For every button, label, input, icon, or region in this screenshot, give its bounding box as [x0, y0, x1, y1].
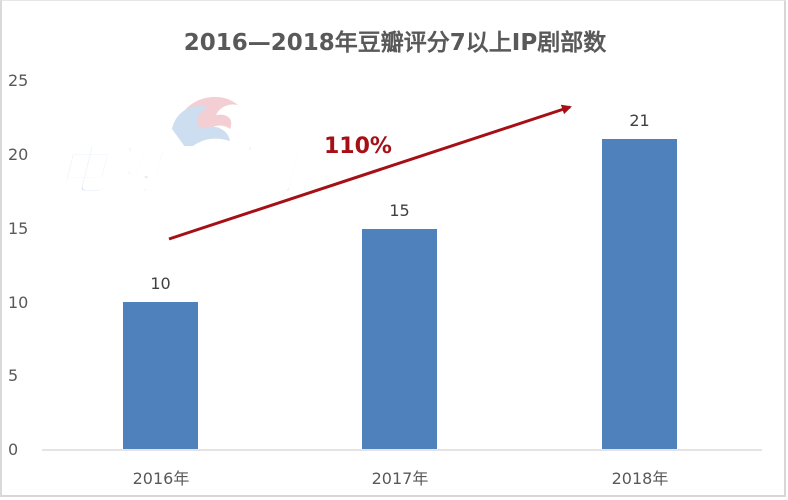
- y-tick: 0: [8, 440, 19, 459]
- bar-value-label: 21: [629, 111, 650, 130]
- y-tick: 20: [8, 145, 29, 164]
- y-tick: 15: [8, 219, 29, 238]
- watermark-text: 电视剧鹰眼: [56, 142, 302, 202]
- x-axis-label: 2016年: [132, 469, 190, 488]
- watermark-logo: 电视剧鹰眼: [55, 96, 302, 203]
- growth-annotation: 110%: [324, 134, 392, 159]
- y-tick: 5: [8, 366, 19, 385]
- x-axis-line: [42, 449, 762, 451]
- bar-2018: [602, 139, 677, 449]
- x-axis-label: 2018年: [611, 469, 669, 488]
- bar-2016: [123, 302, 198, 449]
- x-axis-label: 2017年: [371, 469, 429, 488]
- eagle-logo-icon: [172, 96, 238, 151]
- chart-title: 2016—2018年豆瓣评分7以上IP剧部数: [183, 30, 607, 56]
- y-tick: 25: [8, 71, 29, 90]
- bar-value-label: 10: [150, 274, 171, 293]
- y-tick: 10: [8, 293, 29, 312]
- bar-2017: [362, 229, 437, 449]
- bar-value-label: 15: [389, 201, 410, 220]
